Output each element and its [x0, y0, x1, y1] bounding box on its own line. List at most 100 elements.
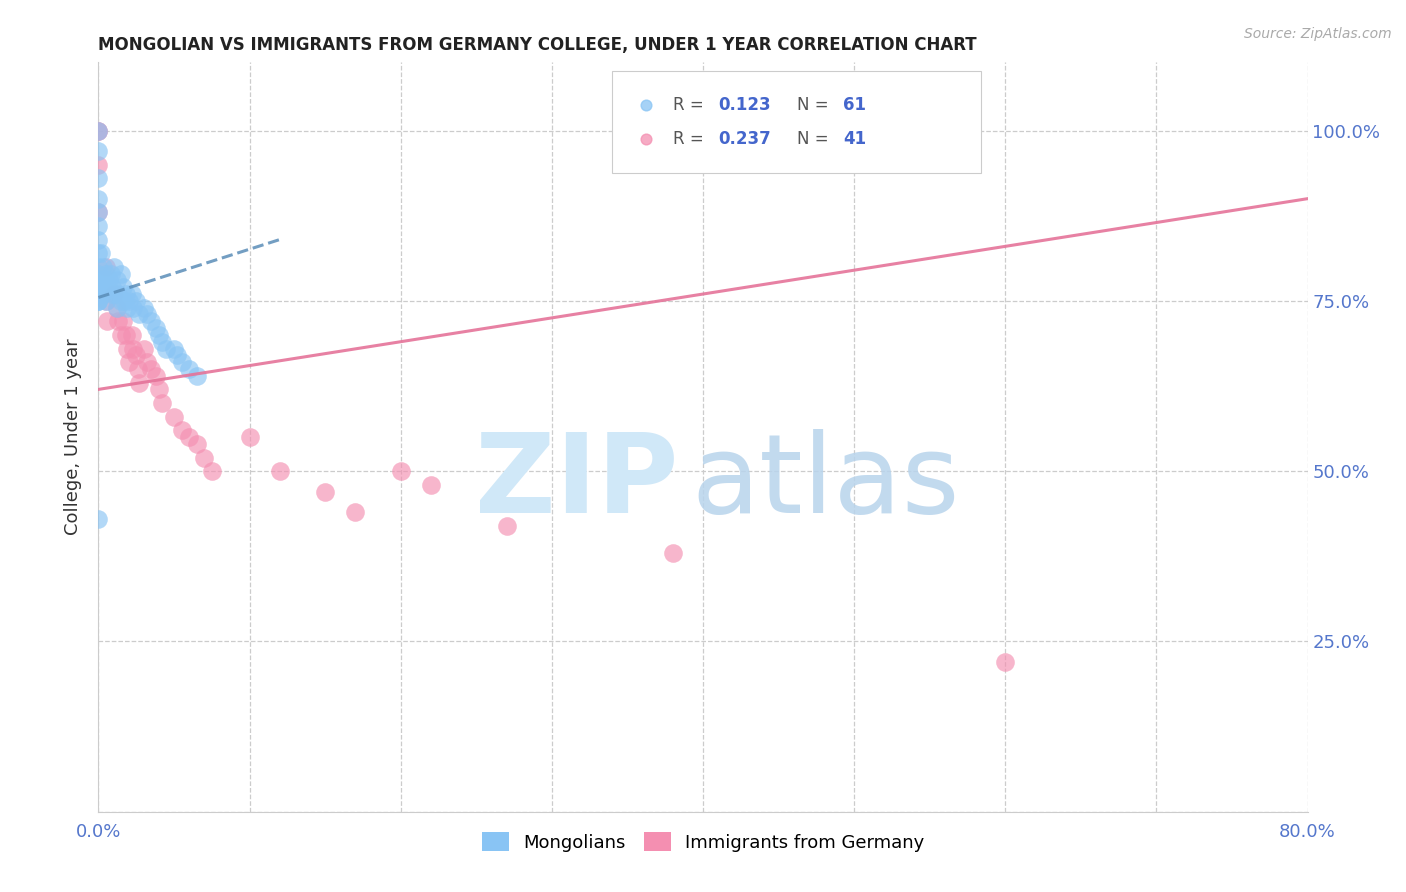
Point: [112, 293, 135, 308]
Point: [118, 293, 141, 308]
Text: ZIP: ZIP: [475, 428, 679, 535]
Point: [344, 505, 367, 519]
Text: R =: R =: [673, 130, 709, 148]
Point: [114, 287, 136, 301]
Point: [118, 355, 141, 369]
Text: 0.123: 0.123: [718, 96, 772, 114]
Point: [103, 287, 125, 301]
Point: [155, 342, 177, 356]
Point: [141, 314, 163, 328]
Point: [166, 348, 188, 362]
Point: [150, 396, 173, 410]
Point: [87, 273, 110, 287]
Point: [128, 376, 150, 390]
Point: [121, 287, 143, 301]
Point: [122, 301, 145, 315]
Point: [87, 158, 110, 172]
Point: [87, 123, 110, 137]
Point: [115, 342, 138, 356]
Point: [87, 171, 110, 186]
Point: [103, 287, 125, 301]
Point: [94, 293, 117, 308]
Point: [121, 327, 143, 342]
Point: [772, 193, 794, 207]
Point: [163, 409, 186, 424]
Point: [145, 368, 167, 383]
Point: [994, 655, 1017, 669]
Point: [87, 280, 110, 294]
Point: [94, 260, 117, 274]
Point: [132, 342, 155, 356]
Point: [389, 464, 412, 478]
Point: [201, 464, 224, 478]
Point: [91, 287, 114, 301]
Point: [495, 518, 517, 533]
Point: [103, 260, 125, 274]
Point: [93, 273, 115, 287]
Point: [125, 348, 148, 362]
Y-axis label: College, Under 1 year: College, Under 1 year: [65, 339, 83, 535]
Point: [87, 192, 110, 206]
Point: [269, 464, 291, 478]
Point: [179, 430, 201, 444]
Point: [111, 314, 134, 328]
Text: R =: R =: [673, 96, 709, 114]
Point: [170, 423, 193, 437]
Point: [107, 314, 129, 328]
Text: MONGOLIAN VS IMMIGRANTS FROM GERMANY COLLEGE, UNDER 1 YEAR CORRELATION CHART: MONGOLIAN VS IMMIGRANTS FROM GERMANY COL…: [98, 36, 977, 54]
Point: [96, 314, 118, 328]
Point: [186, 437, 208, 451]
Point: [127, 362, 149, 376]
Point: [87, 280, 110, 294]
Point: [110, 293, 132, 308]
Text: N =: N =: [797, 130, 834, 148]
Point: [420, 477, 443, 491]
Point: [125, 293, 148, 308]
Point: [100, 267, 122, 281]
Text: N =: N =: [797, 96, 834, 114]
Point: [87, 287, 110, 301]
Text: 61: 61: [844, 96, 866, 114]
Point: [128, 308, 150, 322]
Point: [87, 287, 110, 301]
Point: [170, 355, 193, 369]
Point: [87, 123, 110, 137]
Point: [98, 273, 121, 287]
Point: [96, 280, 118, 294]
Point: [87, 205, 110, 219]
Point: [239, 430, 262, 444]
Point: [87, 273, 110, 287]
FancyBboxPatch shape: [613, 71, 981, 172]
Point: [122, 342, 145, 356]
Point: [87, 267, 110, 281]
Point: [87, 293, 110, 308]
Point: [186, 368, 208, 383]
Point: [179, 362, 201, 376]
Point: [87, 293, 110, 308]
Point: [87, 287, 110, 301]
Point: [100, 287, 122, 301]
Point: [94, 267, 117, 281]
Point: [163, 342, 186, 356]
Point: [87, 512, 110, 526]
Point: [193, 450, 215, 465]
Text: 0.237: 0.237: [718, 130, 772, 148]
Point: [110, 327, 132, 342]
Point: [115, 301, 138, 315]
Point: [141, 362, 163, 376]
Point: [87, 246, 110, 260]
Point: [87, 260, 110, 274]
Point: [772, 162, 794, 177]
Legend: Mongolians, Immigrants from Germany: Mongolians, Immigrants from Germany: [474, 825, 932, 859]
Point: [105, 273, 128, 287]
Point: [87, 293, 110, 308]
Point: [114, 327, 136, 342]
Point: [90, 273, 112, 287]
Point: [135, 308, 157, 322]
Point: [87, 233, 110, 247]
Point: [110, 267, 132, 281]
Point: [87, 219, 110, 233]
Point: [87, 144, 110, 158]
Point: [661, 546, 683, 560]
Point: [105, 301, 128, 315]
